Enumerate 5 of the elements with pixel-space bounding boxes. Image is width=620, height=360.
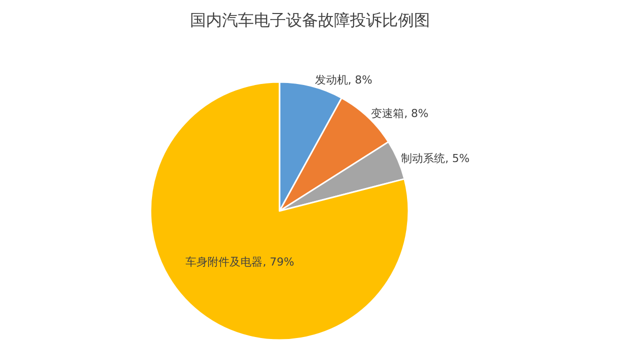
slice-label: 变速箱, 8% — [371, 107, 429, 120]
slice-label: 制动系统, 5% — [401, 152, 470, 166]
slice-label: 车身附件及电器, 79% — [186, 255, 294, 268]
slice-label: 发动机, 8% — [314, 73, 372, 86]
chart-title: 国内汽车电子设备故障投诉比例图 — [190, 12, 430, 30]
